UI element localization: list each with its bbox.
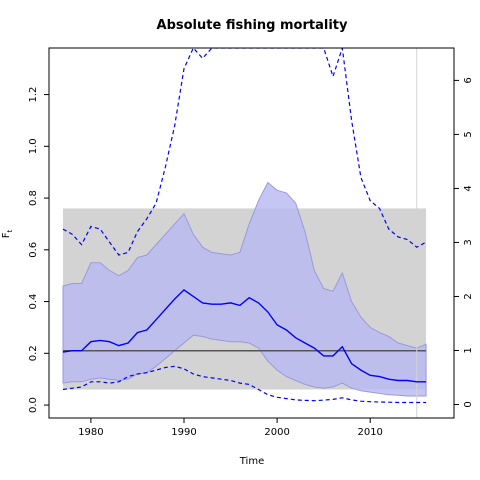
y-tick-label: 0.0	[28, 397, 39, 413]
y-axis-label-subscript: t	[6, 229, 14, 232]
y-axis-label: Ft	[1, 229, 14, 238]
x-axis-label: Time	[239, 456, 264, 467]
y2-tick-label: 3	[463, 239, 474, 245]
y-tick-label: 1.0	[28, 138, 39, 154]
x-tick-label: 1990	[171, 427, 196, 438]
inner-confidence-band	[62, 181, 427, 397]
y-tick-label: 0.4	[28, 294, 39, 310]
plot-frame	[48, 47, 455, 419]
y-tick-label: 0.2	[28, 345, 39, 361]
y-axis-label-main: F	[1, 232, 12, 238]
y-tick-label: 0.8	[28, 190, 39, 206]
chart-title: Absolute fishing mortality	[157, 18, 348, 33]
x-tick-label: 1980	[78, 427, 103, 438]
y-tick-label: 1.2	[28, 87, 39, 103]
median-line	[62, 288, 427, 383]
y2-tick-label: 4	[463, 185, 474, 191]
axes: 1980 1990 2000 2010 0.0 0.2 0.4 0.6 0.8 1.0 1.2 0 1 2…	[28, 47, 474, 438]
upper-ci-dashed-line	[62, 48, 427, 256]
y2-tick-label: 5	[463, 131, 474, 137]
y-tick-label: 0.6	[28, 242, 39, 258]
x-tick-label: 2010	[357, 427, 382, 438]
y2-tick-label: 0	[463, 401, 474, 407]
x-tick-label: 2000	[264, 427, 289, 438]
plot-area	[62, 48, 427, 418]
y2-tick-label: 2	[463, 293, 474, 299]
y2-tick-label: 1	[463, 347, 474, 353]
y2-tick-label: 6	[463, 77, 474, 83]
